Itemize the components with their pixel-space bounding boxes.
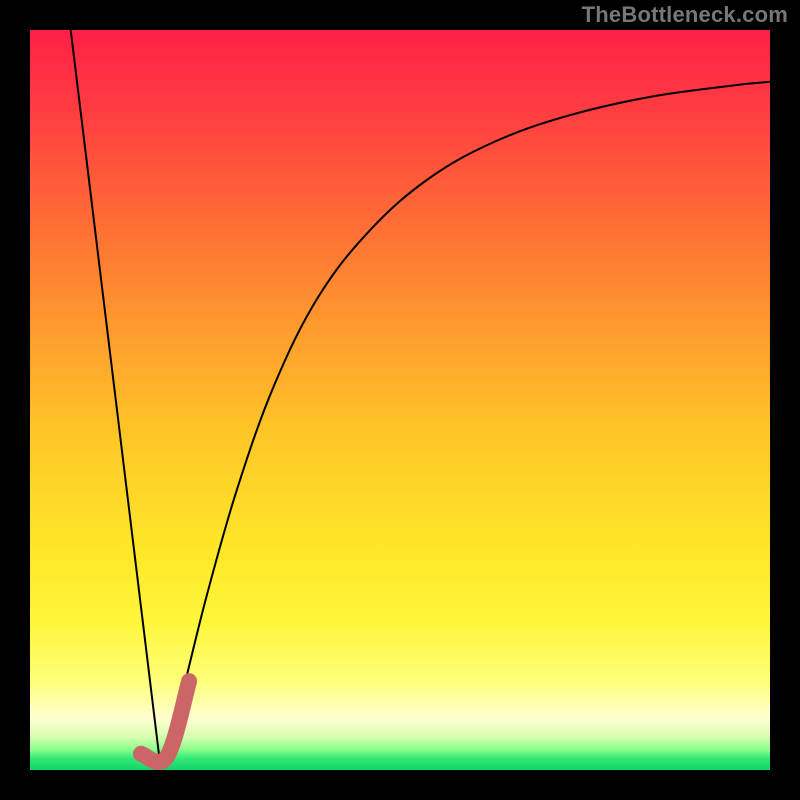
chart-container: TheBottleneck.com (0, 0, 800, 800)
chart-svg (0, 0, 800, 800)
plot-area (30, 30, 770, 770)
